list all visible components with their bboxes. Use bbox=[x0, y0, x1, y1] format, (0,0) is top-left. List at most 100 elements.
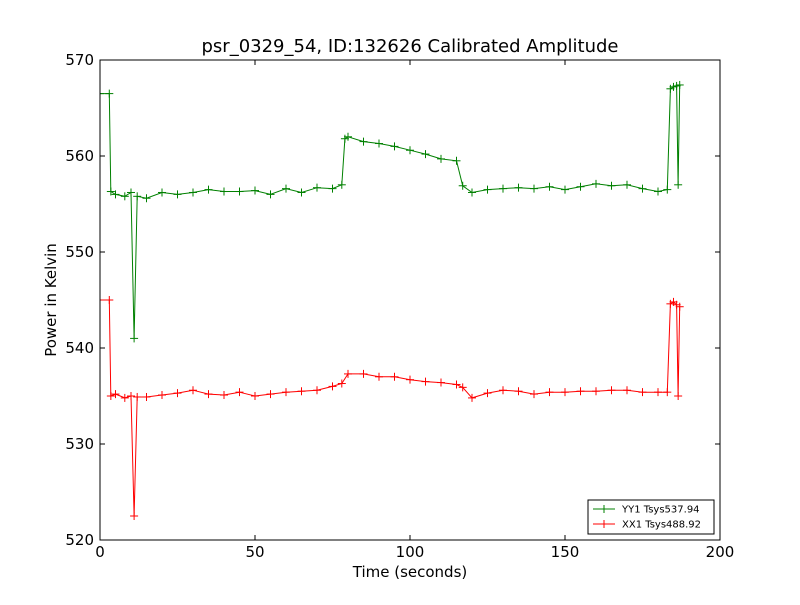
data-point bbox=[189, 386, 197, 395]
data-point bbox=[251, 186, 259, 195]
data-point bbox=[105, 89, 114, 98]
data-point bbox=[458, 181, 467, 190]
data-point bbox=[235, 388, 244, 397]
data-point bbox=[663, 185, 672, 194]
data-point bbox=[328, 184, 337, 193]
data-point bbox=[100, 89, 104, 98]
data-point bbox=[390, 142, 399, 151]
data-point bbox=[204, 390, 213, 399]
data-point bbox=[561, 388, 569, 397]
data-point bbox=[266, 390, 275, 399]
data-point bbox=[130, 512, 139, 520]
data-point bbox=[337, 180, 346, 189]
x-tick-label: 0 bbox=[95, 543, 105, 561]
data-point bbox=[282, 388, 290, 397]
data-point bbox=[120, 393, 129, 402]
data-point bbox=[607, 386, 616, 395]
data-point bbox=[576, 387, 585, 396]
data-point bbox=[421, 377, 430, 386]
data-point bbox=[623, 386, 631, 395]
data-point bbox=[359, 137, 368, 146]
data-point bbox=[375, 139, 383, 148]
data-point bbox=[406, 146, 414, 155]
data-point bbox=[514, 183, 523, 192]
data-point bbox=[359, 369, 368, 378]
data-point bbox=[638, 388, 647, 397]
x-tick-label: 50 bbox=[245, 543, 264, 561]
legend-label-xx1: XX1 Tsys488.92 bbox=[622, 520, 701, 531]
x-tick-label: 200 bbox=[706, 543, 735, 561]
data-point bbox=[674, 180, 683, 189]
data-point bbox=[607, 181, 616, 190]
data-point bbox=[530, 390, 538, 399]
legend-label-yy1: YY1 Tsys537.94 bbox=[621, 505, 700, 516]
data-point bbox=[530, 184, 538, 193]
data-point bbox=[514, 387, 523, 396]
data-point bbox=[133, 392, 142, 401]
data-point bbox=[142, 392, 151, 401]
y-tick-label: 560 bbox=[65, 147, 94, 165]
data-point bbox=[675, 80, 684, 89]
data-point bbox=[133, 192, 142, 201]
data-point bbox=[100, 296, 104, 304]
data-point bbox=[592, 179, 600, 188]
legend-marker bbox=[600, 520, 608, 528]
data-point bbox=[266, 190, 275, 199]
data-point bbox=[545, 388, 554, 397]
data-point bbox=[592, 387, 600, 396]
data-point bbox=[421, 150, 430, 159]
data-point bbox=[452, 156, 461, 165]
data-point bbox=[561, 185, 569, 194]
data-point bbox=[638, 184, 647, 193]
data-point bbox=[130, 334, 139, 343]
data-point bbox=[375, 372, 383, 381]
data-point bbox=[220, 391, 228, 400]
data-point bbox=[406, 375, 414, 384]
data-point bbox=[468, 188, 476, 197]
data-point bbox=[576, 182, 585, 191]
data-point bbox=[499, 386, 507, 395]
data-point bbox=[158, 188, 166, 197]
data-point bbox=[235, 187, 244, 196]
data-point bbox=[483, 389, 492, 398]
data-point bbox=[499, 184, 507, 193]
data-point bbox=[623, 180, 631, 189]
data-point bbox=[120, 192, 129, 201]
data-point bbox=[458, 383, 467, 392]
data-point bbox=[282, 184, 290, 193]
data-point bbox=[297, 387, 306, 396]
legend-box bbox=[587, 499, 715, 535]
data-point bbox=[220, 187, 228, 196]
y-tick-label: 570 bbox=[65, 51, 94, 69]
data-point bbox=[344, 132, 352, 141]
data-point bbox=[173, 190, 182, 199]
data-point bbox=[328, 382, 337, 391]
chart-title: psr_0329_54, ID:132626 Calibrated Amplit… bbox=[201, 36, 618, 57]
data-point bbox=[127, 392, 135, 400]
data-point bbox=[452, 380, 461, 389]
data-point bbox=[675, 302, 684, 311]
data-point bbox=[654, 388, 662, 397]
data-point bbox=[106, 392, 115, 400]
data-point bbox=[313, 386, 321, 395]
x-tick-label: 150 bbox=[551, 543, 580, 561]
legend-marker bbox=[600, 505, 608, 513]
data-point bbox=[111, 190, 120, 199]
data-point bbox=[663, 388, 672, 397]
y-tick-label: 550 bbox=[65, 243, 94, 261]
data-point bbox=[437, 378, 445, 387]
data-point bbox=[313, 183, 321, 192]
data-point bbox=[189, 188, 197, 197]
data-point bbox=[390, 372, 399, 381]
data-point bbox=[251, 392, 259, 400]
data-point bbox=[158, 391, 166, 400]
y-tick-label: 540 bbox=[65, 339, 94, 357]
y-tick-label: 520 bbox=[65, 531, 94, 549]
data-point bbox=[142, 194, 151, 203]
data-point bbox=[111, 390, 120, 399]
data-point bbox=[127, 188, 135, 197]
data-point bbox=[654, 187, 662, 196]
data-point bbox=[297, 188, 306, 197]
x-axis-label: Time (seconds) bbox=[352, 563, 468, 581]
